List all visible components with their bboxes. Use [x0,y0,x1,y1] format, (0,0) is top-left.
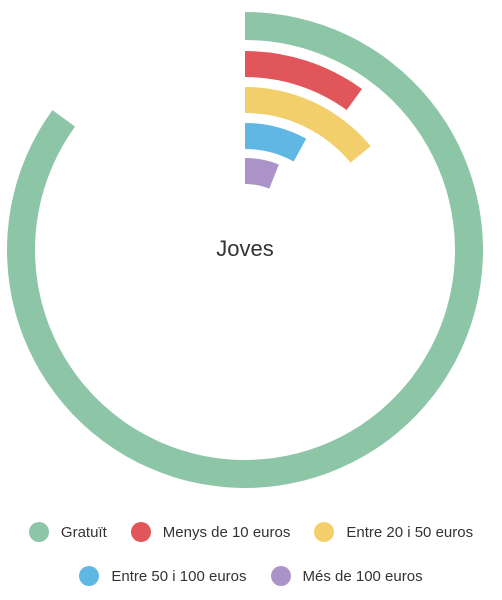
legend-label: Entre 50 i 100 euros [111,567,247,585]
legend-label: Entre 20 i 50 euros [346,523,474,541]
legend-label: Més de 100 euros [302,567,423,585]
legend-row: Entre 50 i 100 euros Més de 100 euros [0,566,502,586]
legend-swatch [28,522,49,542]
radial-bar-chart [6,12,483,488]
legend-item-20-50[interactable]: Entre 20 i 50 euros [314,522,473,542]
legend-swatch [314,522,335,542]
legend-item-gratuit[interactable]: Gratuït [28,522,107,542]
legend-swatch [79,566,100,586]
radial-bar-5[interactable] [245,158,279,189]
radial-bar-3[interactable] [245,87,371,163]
chart-title: Joves [216,236,274,261]
legend-swatch [270,566,291,586]
legend-row: Gratuït Menys de 10 euros Entre 20 i 50 … [0,522,502,542]
legend-swatch [130,522,151,542]
radial-bar-4[interactable] [245,123,307,162]
legend-item-menys-10[interactable]: Menys de 10 euros [130,522,291,542]
legend-item-mes-100[interactable]: Més de 100 euros [270,566,423,586]
radial-bar-2[interactable] [245,51,362,111]
legend-label: Menys de 10 euros [162,523,291,541]
legend-label: Gratuït [60,523,107,541]
legend-item-50-100[interactable]: Entre 50 i 100 euros [79,566,247,586]
